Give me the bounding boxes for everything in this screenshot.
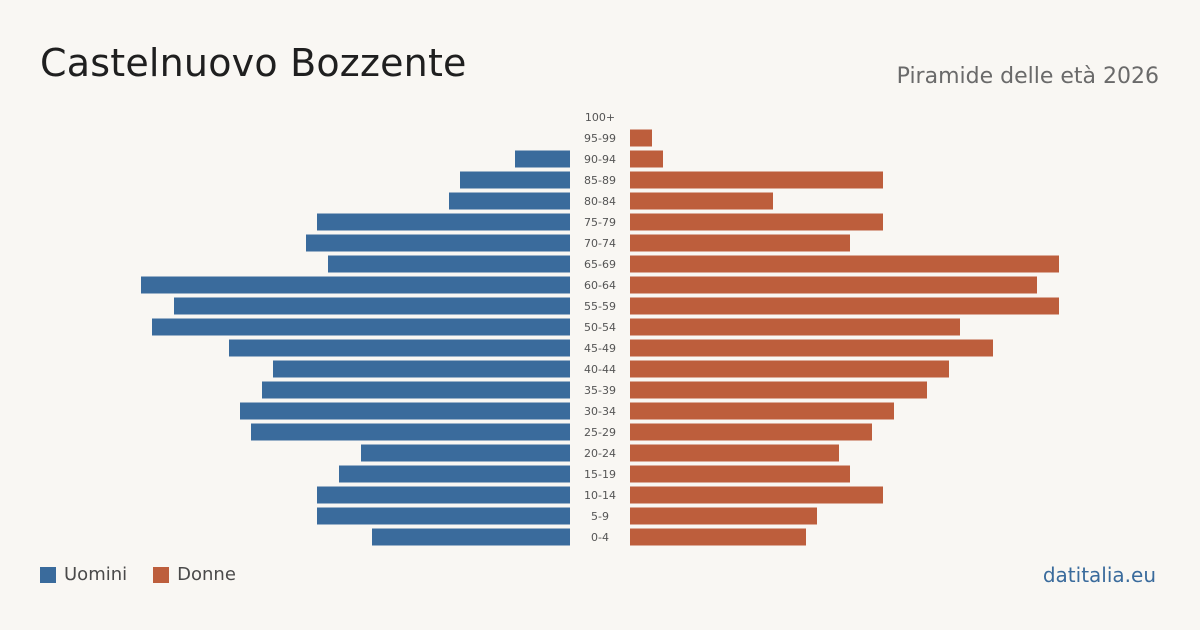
bar-women-65-69	[630, 255, 1059, 273]
age-label-45-49: 45-49	[584, 342, 616, 355]
legend-item-women: Donne	[153, 564, 236, 585]
bar-women-50-54	[630, 318, 960, 336]
bar-women-70-74	[630, 234, 850, 252]
legend-label-women: Donne	[177, 564, 236, 585]
age-label-70-74: 70-74	[584, 237, 616, 250]
bar-men-60-64	[141, 276, 570, 294]
bar-women-20-24	[630, 444, 839, 462]
age-label-5-9: 5-9	[591, 510, 609, 523]
legend-swatch-men	[40, 566, 56, 583]
bar-women-15-19	[630, 465, 850, 483]
bar-women-25-29	[630, 423, 872, 441]
age-label-95-99: 95-99	[584, 132, 616, 145]
bar-men-0-4	[372, 528, 570, 546]
legend-swatch-women	[153, 566, 170, 583]
bar-men-65-69	[328, 255, 570, 273]
bar-men-70-74	[306, 234, 570, 252]
age-label-80-84: 80-84	[584, 195, 616, 208]
bar-women-0-4	[630, 528, 806, 546]
bar-men-15-19	[339, 465, 570, 483]
age-label-65-69: 65-69	[584, 258, 616, 271]
age-label-20-24: 20-24	[584, 447, 616, 460]
page-title: Castelnuovo Bozzente	[40, 41, 467, 85]
bar-men-20-24	[361, 444, 570, 462]
age-label-10-14: 10-14	[584, 489, 616, 502]
age-label-50-54: 50-54	[584, 321, 616, 334]
bar-women-85-89	[630, 171, 883, 189]
bar-women-55-59	[630, 297, 1059, 315]
age-label-85-89: 85-89	[584, 174, 616, 187]
bar-men-25-29	[251, 423, 570, 441]
age-label-0-4: 0-4	[591, 531, 609, 544]
age-label-15-19: 15-19	[584, 468, 616, 481]
chart-legend: Uomini Donne	[40, 564, 262, 585]
age-label-90-94: 90-94	[584, 153, 616, 166]
age-label-35-39: 35-39	[584, 384, 616, 397]
bar-women-40-44	[630, 360, 949, 378]
bar-women-45-49	[630, 339, 993, 357]
age-label-55-59: 55-59	[584, 300, 616, 313]
legend-label-men: Uomini	[64, 564, 128, 585]
age-label-40-44: 40-44	[584, 363, 616, 376]
bar-men-40-44	[273, 360, 570, 378]
chart-subtitle: Piramide delle età 2026	[896, 64, 1159, 89]
bar-men-5-9	[317, 507, 570, 525]
bar-men-45-49	[229, 339, 570, 357]
bar-women-35-39	[630, 381, 927, 399]
bar-men-55-59	[174, 297, 570, 315]
bar-women-80-84	[630, 192, 773, 210]
age-label-25-29: 25-29	[584, 426, 616, 439]
bar-men-80-84	[449, 192, 570, 210]
bar-women-75-79	[630, 213, 883, 231]
bar-women-95-99	[630, 129, 652, 147]
bar-women-90-94	[630, 150, 663, 168]
source-link[interactable]: datitalia.eu	[1042, 563, 1156, 587]
age-label-30-34: 30-34	[584, 405, 616, 418]
bar-men-30-34	[240, 402, 570, 420]
bar-women-30-34	[630, 402, 894, 420]
bar-women-10-14	[630, 486, 883, 504]
bar-men-75-79	[317, 213, 570, 231]
bar-men-85-89	[460, 171, 570, 189]
bar-women-60-64	[630, 276, 1037, 294]
bar-men-10-14	[317, 486, 570, 504]
bar-women-5-9	[630, 507, 817, 525]
bar-men-90-94	[515, 150, 570, 168]
bar-men-35-39	[262, 381, 570, 399]
age-label-100plus: 100+	[585, 111, 615, 124]
age-label-75-79: 75-79	[584, 216, 616, 229]
bar-men-50-54	[152, 318, 570, 336]
age-label-60-64: 60-64	[584, 279, 616, 292]
legend-item-men: Uomini	[40, 564, 127, 585]
